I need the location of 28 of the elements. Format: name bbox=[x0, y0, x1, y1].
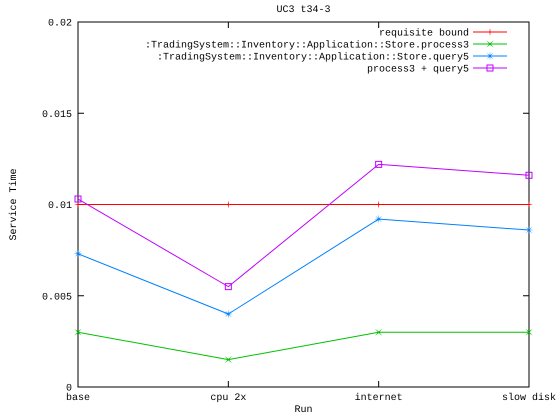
point bbox=[224, 283, 232, 290]
x-axis-title: Run bbox=[294, 405, 313, 415]
x-tick-label: cpu 2x bbox=[210, 393, 246, 404]
y-tick-label: 0.005 bbox=[42, 292, 72, 304]
y-tick-label: 0.01 bbox=[48, 201, 72, 212]
y-tick-label: 0.02 bbox=[48, 18, 72, 30]
point bbox=[375, 160, 382, 168]
point bbox=[374, 328, 382, 336]
point bbox=[224, 309, 234, 319]
legend-label: :TradingSystem::Inventory::Application::Store.process3 bbox=[144, 40, 469, 52]
point bbox=[224, 356, 232, 364]
x-tick-label: slow disk bbox=[502, 392, 556, 404]
point bbox=[73, 248, 83, 259]
point bbox=[374, 214, 384, 224]
legend-label: process3 + query5 bbox=[366, 64, 469, 76]
chart-title: UC3 t34-3 bbox=[276, 5, 331, 16]
y-axis-title: Service Time bbox=[8, 168, 20, 241]
point bbox=[74, 196, 82, 203]
y-tick-label: 0 bbox=[66, 384, 72, 394]
point bbox=[526, 172, 532, 179]
legend-label: requisite bound bbox=[378, 28, 469, 40]
point bbox=[74, 328, 82, 336]
x-tick-label: internet bbox=[354, 392, 403, 404]
point bbox=[524, 225, 534, 235]
y-tick-label: 0.015 bbox=[42, 110, 72, 121]
point bbox=[525, 328, 533, 336]
x-tick-label: base bbox=[66, 392, 90, 404]
legend-label: :TradingSystem::Inventory::Application::Store.query5 bbox=[156, 52, 469, 64]
